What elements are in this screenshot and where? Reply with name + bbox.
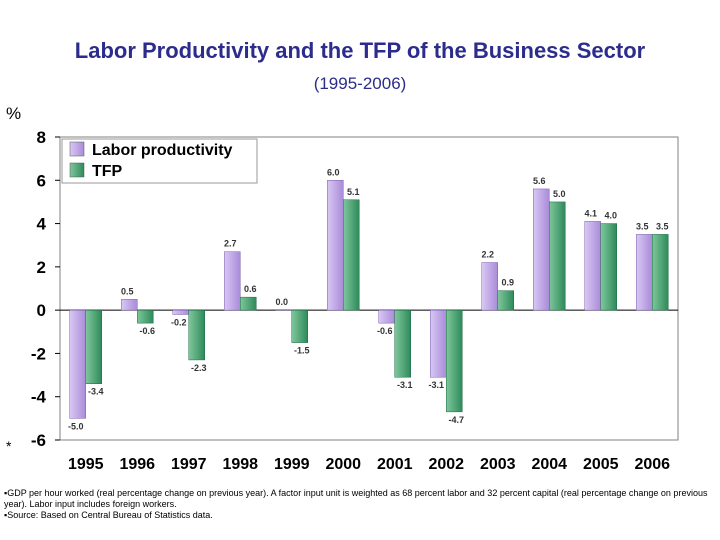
- data-label: 2.2: [481, 250, 494, 260]
- bar-labor-productivity: [481, 262, 498, 311]
- bar-labor-productivity: [121, 299, 138, 311]
- data-label: 0.0: [275, 297, 288, 307]
- data-label: 3.5: [636, 221, 649, 231]
- footnote-definition: ▪GDP per hour worked (real percentage ch…: [4, 488, 708, 509]
- data-label: 0.6: [244, 284, 257, 294]
- legend-label: Labor productivity: [92, 142, 233, 159]
- x-tick-label: 1999: [274, 456, 310, 473]
- x-tick-label: 2000: [325, 456, 361, 473]
- bar-tfp: [188, 309, 205, 361]
- bar-tfp: [394, 309, 411, 378]
- bar-tfp: [137, 309, 154, 324]
- footnote-marker: *: [6, 438, 12, 454]
- chart-axes: 8 6 4 2 0 -2 -4 -6 1995 1996 1997 1998 1999 2000 2001 2…: [31, 128, 679, 473]
- y-tick-label: 0: [37, 301, 46, 320]
- data-label: 0.5: [121, 286, 134, 296]
- x-tick-label: 1996: [119, 456, 155, 473]
- bar-tfp: [446, 309, 463, 413]
- x-tick-label: 2002: [428, 456, 464, 473]
- plot-frame: [59, 136, 679, 441]
- legend-label: TFP: [92, 163, 123, 180]
- data-label: 5.6: [533, 176, 546, 186]
- y-unit-label: %: [6, 104, 22, 123]
- bar-tfp: [343, 199, 360, 311]
- data-label: -3.4: [88, 387, 104, 397]
- y-tick-label: 6: [37, 171, 46, 190]
- legend-box: [61, 138, 258, 184]
- bar-chart: 8 6 4 2 0 -2 -4 -6 1995 1996 1997 1998 1999 2000 2001 2…: [31, 128, 679, 473]
- y-tick-label: 8: [37, 128, 46, 147]
- data-label: -5.0: [68, 421, 84, 431]
- y-tick-label: -4: [31, 388, 47, 407]
- data-label: 0.9: [501, 278, 514, 288]
- chart-title: Labor Productivity and the TFP of the Bu…: [74, 38, 646, 63]
- x-tick-label: 2003: [480, 456, 516, 473]
- y-tick-label: -2: [31, 344, 46, 363]
- footnote-source: ▪Source: Based on Central Bureau of Stat…: [4, 510, 213, 520]
- bar-labor-productivity: [430, 309, 447, 378]
- x-tick-label: 2006: [634, 456, 670, 473]
- chart-bars: [69, 180, 669, 419]
- data-label: -0.6: [377, 326, 393, 336]
- data-labels: -5.0 0.5 -0.2 2.7 0.0 6.0 -0.6 -3.1 2.2 5.6 4.1 3.5…: [68, 167, 669, 431]
- bar-tfp: [600, 223, 617, 311]
- bar-tfp: [85, 309, 102, 384]
- data-label: -0.6: [139, 326, 155, 336]
- bar-tfp: [497, 290, 514, 311]
- bar-tfp: [240, 296, 257, 311]
- chart-subtitle: (1995-2006): [313, 74, 407, 93]
- x-tick-label: 2005: [583, 456, 619, 473]
- x-tick-label: 1997: [171, 456, 207, 473]
- bar-labor-productivity: [636, 234, 653, 311]
- data-label: 3.5: [656, 221, 669, 231]
- bar-tfp: [549, 201, 566, 311]
- legend-swatch-labor: [69, 141, 85, 157]
- bar-tfp: [291, 309, 308, 343]
- y-tick-label: 2: [37, 258, 46, 277]
- data-label: -3.1: [428, 380, 444, 390]
- legend-swatch-tfp: [69, 162, 85, 178]
- x-tick-label: 2001: [377, 456, 413, 473]
- bar-labor-productivity: [533, 188, 550, 311]
- data-label: 4.0: [604, 211, 617, 221]
- data-label: -0.2: [171, 317, 187, 327]
- data-label: 2.7: [224, 239, 237, 249]
- data-label: 4.1: [584, 208, 597, 218]
- x-tick-label: 1998: [222, 456, 258, 473]
- bar-labor-productivity: [224, 251, 241, 311]
- data-label: 5.0: [553, 189, 566, 199]
- bar-labor-productivity: [327, 180, 344, 311]
- y-tick-label: -6: [31, 431, 46, 450]
- data-label: -1.5: [294, 346, 310, 356]
- bar-tfp: [652, 234, 669, 311]
- data-label: -2.3: [191, 363, 207, 373]
- data-label: -4.7: [448, 415, 464, 425]
- footnotes: ▪GDP per hour worked (real percentage ch…: [4, 488, 716, 521]
- legend: Labor productivity TFP: [61, 138, 258, 184]
- y-tick-label: 4: [37, 215, 47, 234]
- bar-labor-productivity: [378, 309, 395, 324]
- data-label: 5.1: [347, 187, 360, 197]
- x-tick-label: 1995: [68, 456, 104, 473]
- bar-labor-productivity: [584, 221, 601, 311]
- data-label: 6.0: [327, 167, 340, 177]
- data-label: -3.1: [397, 380, 413, 390]
- bar-labor-productivity: [172, 309, 189, 315]
- x-tick-label: 2004: [531, 456, 567, 473]
- bar-labor-productivity: [69, 309, 86, 419]
